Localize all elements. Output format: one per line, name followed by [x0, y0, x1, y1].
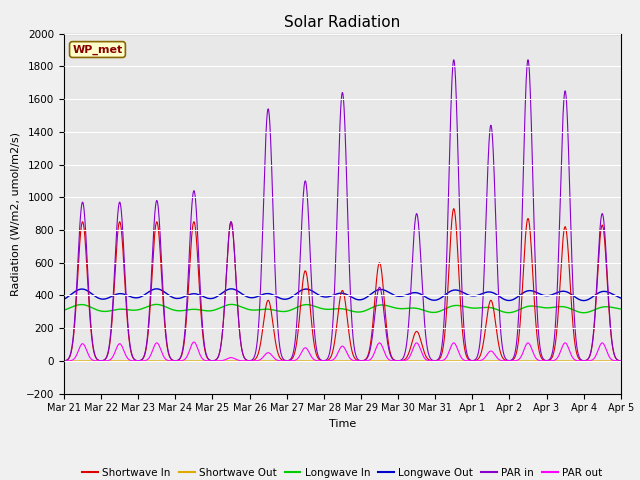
PAR out: [190, 339, 198, 345]
Shortwave In: [617, 358, 625, 364]
PAR out: [359, 358, 367, 364]
Longwave Out: [568, 292, 575, 298]
Longwave Out: [371, 288, 379, 294]
Shortwave In: [371, 301, 378, 307]
Shortwave In: [505, 358, 513, 364]
PAR in: [617, 358, 625, 364]
Shortwave In: [450, 206, 458, 212]
PAR out: [371, 348, 379, 354]
Y-axis label: Radiation (W/m2, umol/m2/s): Radiation (W/m2, umol/m2/s): [10, 132, 20, 296]
Shortwave Out: [371, 358, 378, 364]
PAR out: [568, 354, 576, 360]
PAR out: [216, 358, 223, 364]
PAR in: [524, 57, 532, 63]
Shortwave Out: [358, 358, 366, 364]
Longwave In: [504, 310, 512, 315]
Line: PAR in: PAR in: [64, 60, 621, 361]
PAR out: [617, 358, 625, 364]
Longwave In: [152, 301, 160, 307]
Longwave In: [584, 310, 591, 315]
PAR out: [245, 358, 253, 364]
Legend: Shortwave In, Shortwave Out, Longwave In, Longwave Out, PAR in, PAR out: Shortwave In, Shortwave Out, Longwave In…: [78, 464, 607, 480]
Title: Solar Radiation: Solar Radiation: [284, 15, 401, 30]
Shortwave Out: [60, 358, 68, 364]
Shortwave Out: [583, 358, 591, 364]
Shortwave Out: [617, 358, 625, 364]
PAR in: [371, 315, 378, 321]
PAR out: [505, 358, 513, 364]
PAR in: [216, 351, 223, 357]
Longwave In: [359, 309, 367, 314]
Text: WP_met: WP_met: [72, 44, 123, 55]
Shortwave Out: [568, 358, 575, 364]
Longwave In: [216, 305, 223, 311]
Longwave Out: [216, 292, 223, 298]
Longwave Out: [359, 297, 367, 302]
Longwave In: [617, 306, 625, 312]
Shortwave In: [568, 310, 576, 316]
Shortwave In: [584, 357, 591, 362]
PAR out: [60, 358, 68, 364]
PAR in: [358, 358, 366, 363]
Line: PAR out: PAR out: [64, 342, 621, 361]
Shortwave In: [395, 358, 403, 364]
PAR in: [60, 358, 68, 364]
Line: Longwave In: Longwave In: [64, 304, 621, 313]
Shortwave In: [60, 358, 68, 364]
PAR in: [568, 254, 575, 260]
Shortwave In: [216, 351, 223, 357]
Line: Shortwave In: Shortwave In: [64, 209, 621, 361]
PAR out: [584, 358, 591, 364]
Longwave In: [580, 310, 588, 316]
PAR in: [504, 358, 512, 363]
Longwave Out: [580, 298, 588, 303]
Longwave Out: [584, 297, 591, 303]
Shortwave Out: [504, 358, 512, 364]
Longwave Out: [504, 298, 512, 303]
Longwave In: [60, 307, 68, 313]
Longwave In: [371, 303, 379, 309]
Shortwave Out: [216, 358, 223, 364]
X-axis label: Time: Time: [329, 419, 356, 429]
PAR in: [584, 357, 591, 362]
Line: Longwave Out: Longwave Out: [64, 289, 621, 300]
Shortwave In: [358, 358, 366, 363]
Longwave In: [568, 306, 575, 312]
Longwave Out: [617, 295, 625, 301]
Longwave Out: [60, 296, 68, 302]
Longwave Out: [153, 286, 161, 292]
